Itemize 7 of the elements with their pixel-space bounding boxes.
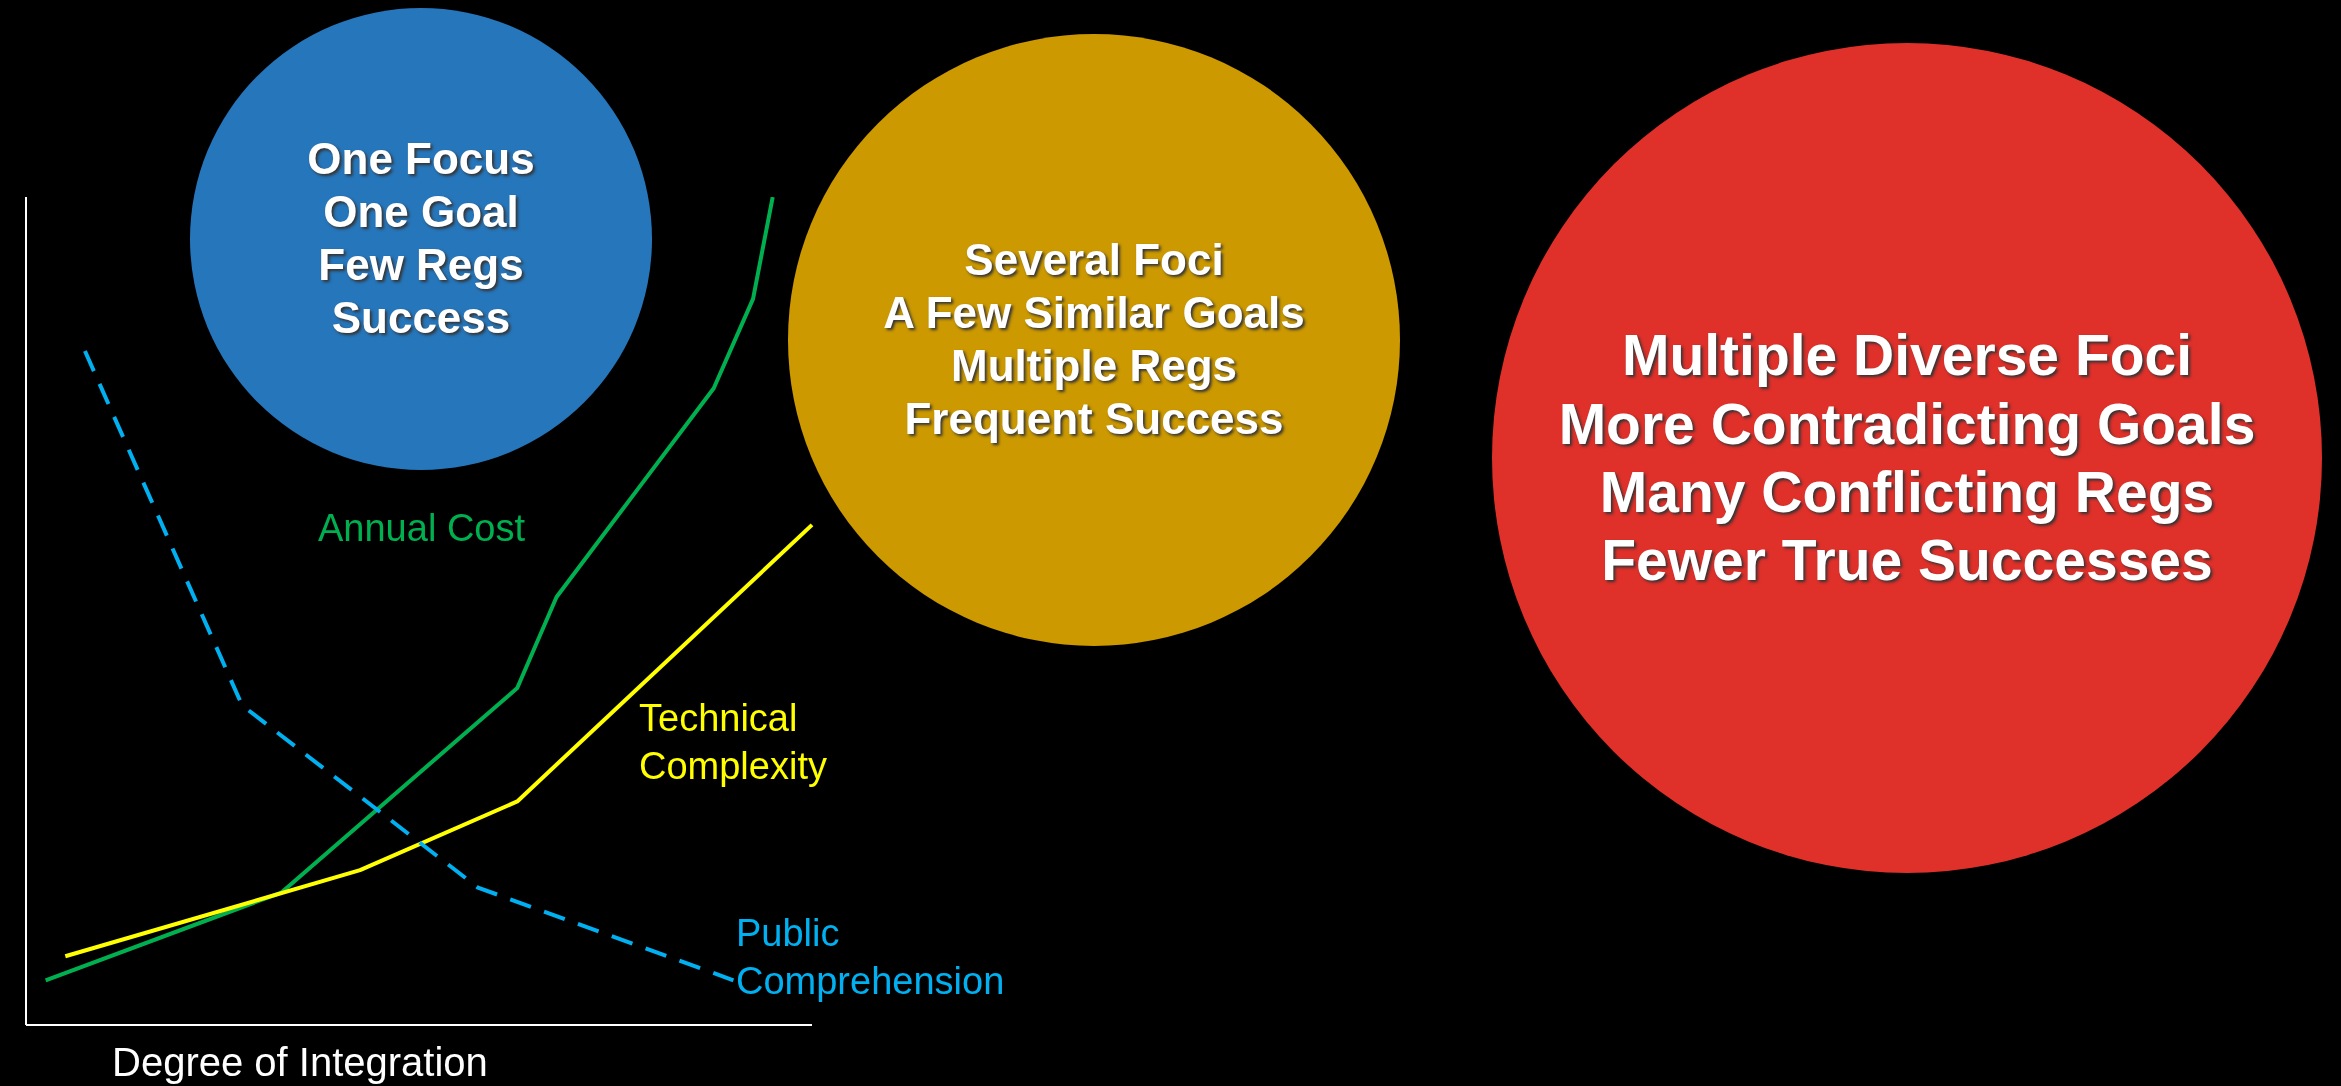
series-label: Technical Complexity bbox=[639, 696, 827, 789]
series-label: Annual Cost bbox=[318, 506, 526, 551]
text: Multiple Diverse Foci More Contradicting Goals Many Conflicting Regs Fewer True Successes bbox=[1558, 322, 2256, 595]
x-axis-title: Degree of Integration bbox=[112, 1040, 488, 1085]
series-label: Public Comprehension bbox=[736, 911, 1005, 1004]
annotation: One Focus One Goal Few Regs Success bbox=[307, 133, 535, 344]
text: Several Foci A Few Similar Goals Multiple Regs Frequent Success bbox=[883, 234, 1305, 445]
